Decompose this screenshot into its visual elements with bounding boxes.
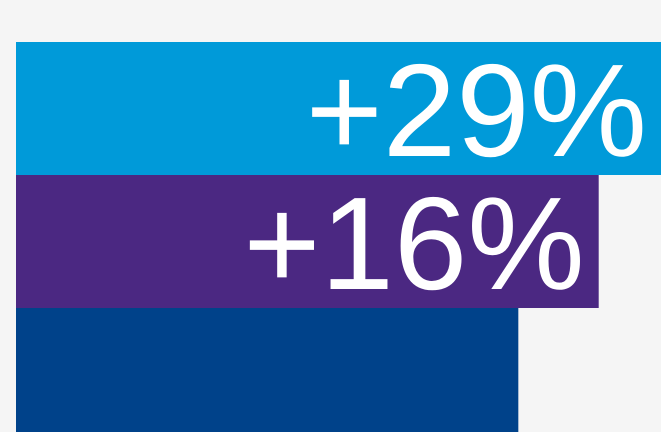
bar <box>16 308 519 432</box>
value-label: +29% <box>306 37 647 184</box>
value-label: +16% <box>243 170 584 317</box>
bar <box>16 175 599 308</box>
bar <box>16 42 661 175</box>
